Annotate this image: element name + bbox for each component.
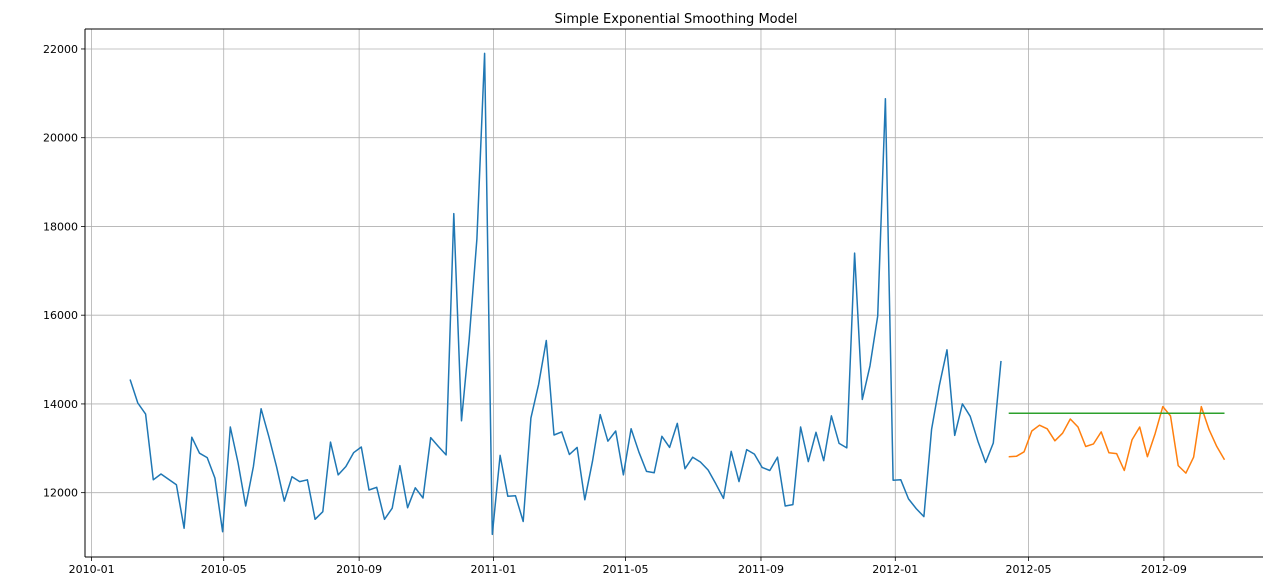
tick-layer: 2010-01 2010-05 2010-09 2011-01 2011-05 2011-… — [43, 43, 1187, 576]
y-tick-label: 12000 — [43, 487, 78, 500]
y-tick-label: 18000 — [43, 220, 78, 233]
x-tick-label: 2011-09 — [738, 563, 784, 576]
chart-title: Simple Exponential Smoothing Model — [555, 12, 798, 27]
grid-layer — [85, 29, 1263, 557]
y-tick-label: 20000 — [43, 132, 78, 145]
x-tick-label: 2010-05 — [201, 563, 247, 576]
x-tick-label: 2012-05 — [1006, 563, 1052, 576]
x-tick-label: 2012-09 — [1141, 563, 1187, 576]
axes-layer — [84, 28, 1263, 558]
x-tick-label: 2012-01 — [872, 563, 918, 576]
x-tick-label: 2010-09 — [336, 563, 382, 576]
y-tick-label: 16000 — [43, 309, 78, 322]
series-line-0 — [129, 52, 1002, 536]
series-layer — [129, 52, 1226, 536]
y-tick-label: 14000 — [43, 398, 78, 411]
x-tick-label: 2011-05 — [603, 563, 649, 576]
y-tick-label: 22000 — [43, 43, 78, 56]
x-tick-label: 2010-01 — [69, 563, 115, 576]
series-line-1 — [1008, 405, 1226, 474]
x-tick-label: 2011-01 — [470, 563, 516, 576]
